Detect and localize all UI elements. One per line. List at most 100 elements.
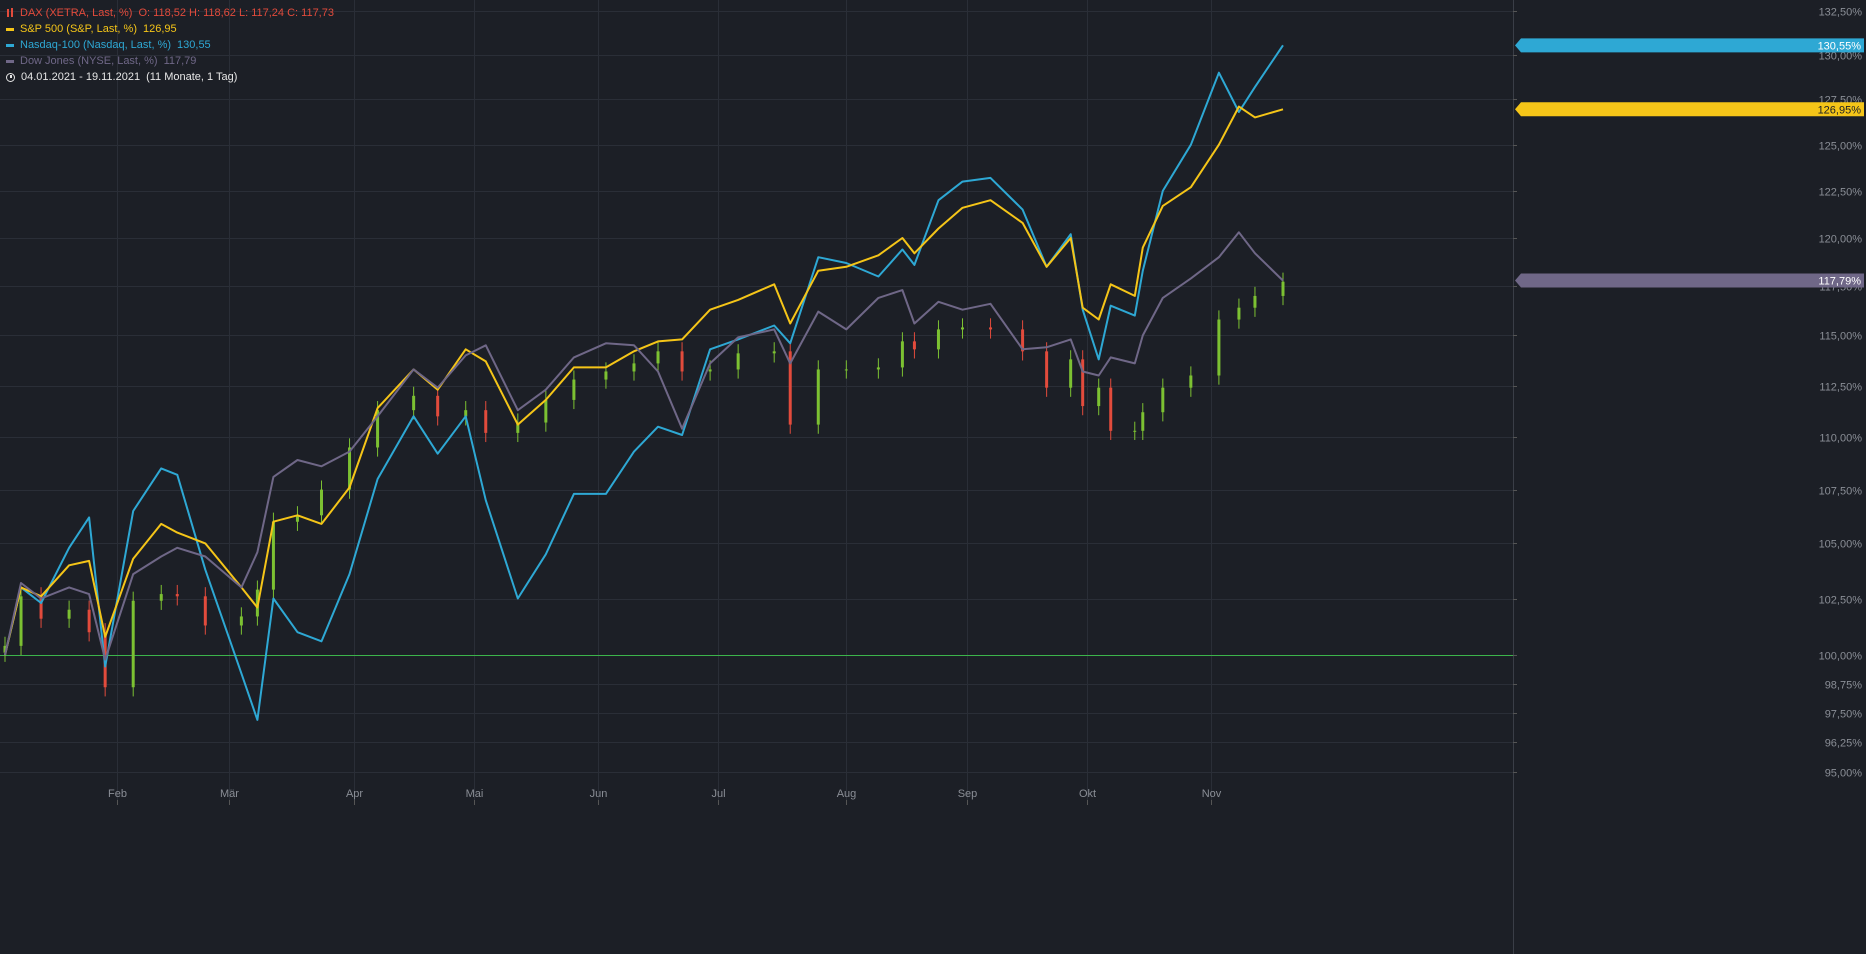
y-tick-label: 115,00%: [1819, 331, 1862, 343]
candle-body: [412, 395, 416, 411]
candlestick-icon: [6, 8, 14, 18]
candle-body: [736, 353, 740, 370]
legend-dax[interactable]: DAX (XETRA, Last, %) O: 118,52 H: 118,62…: [6, 5, 334, 21]
candle-body: [1281, 281, 1285, 296]
candle-body: [1069, 359, 1073, 388]
candle-body: [239, 616, 243, 626]
x-tick-label: Mär: [220, 788, 239, 800]
candle-body: [1189, 375, 1193, 388]
y-tick-label: 112,50%: [1819, 382, 1862, 394]
candle-body: [39, 596, 43, 619]
candle-body: [1253, 295, 1257, 308]
period-duration: (11 Monate, 1 Tag): [146, 71, 238, 83]
x-tick-label: Jun: [590, 788, 608, 800]
y-tick-label: 97,50%: [1825, 709, 1863, 721]
y-tick-label: 122,50%: [1819, 187, 1863, 199]
legend-nasdaq[interactable]: Nasdaq-100 (Nasdaq, Last, %) 130,55: [6, 37, 334, 53]
x-tick-label: Aug: [837, 788, 857, 800]
candle-body: [175, 594, 179, 597]
candle-body: [1109, 387, 1113, 431]
last-value-tags: 130,55% 126,95% 117,79%: [1515, 38, 1864, 288]
last-value-tag: [1515, 102, 1864, 117]
series-line-0: [4, 44, 1284, 721]
candle-body: [1161, 387, 1165, 413]
last-value-tag: [1515, 273, 1864, 288]
last-value-label: 117,79%: [1818, 276, 1861, 288]
candle-body: [87, 609, 91, 633]
candle-body: [484, 410, 488, 433]
x-tick-label: Nov: [1202, 788, 1222, 800]
candle-body: [1045, 351, 1049, 388]
y-tick-label: 107,50%: [1819, 486, 1863, 498]
candle-body: [604, 371, 608, 380]
grid: [0, 0, 1513, 800]
legend-dow[interactable]: Dow Jones (NYSE, Last, %) 117,79: [6, 53, 334, 69]
x-tick-label: Apr: [346, 788, 363, 800]
y-tick-label: 98,75%: [1825, 680, 1863, 692]
y-tick-label: 125,00%: [1819, 141, 1863, 153]
line-swatch-icon: [6, 43, 14, 47]
candle-body: [1133, 430, 1137, 432]
candle-body: [936, 329, 940, 350]
candle-body: [1097, 387, 1101, 407]
x-tick-label: Okt: [1079, 788, 1096, 800]
y-tick-label: 130,00%: [1819, 51, 1863, 63]
candle-body: [348, 447, 352, 490]
series-lines: [4, 44, 1284, 721]
y-tick-label: 96,25%: [1825, 738, 1863, 750]
candle-body: [960, 327, 964, 330]
candle-body: [708, 369, 712, 372]
legend-dow-name: Dow Jones (NYSE, Last, %): [20, 55, 158, 67]
candle-body: [436, 395, 440, 417]
candle-body: [1237, 307, 1241, 320]
y-tick-label: 110,00%: [1819, 433, 1862, 445]
candle-body: [464, 410, 468, 417]
candle-body: [295, 515, 299, 522]
candle-body: [989, 327, 993, 330]
series-line-2: [4, 231, 1284, 661]
candle-body: [67, 609, 71, 619]
candle-body: [319, 489, 323, 516]
candle-body: [1081, 359, 1085, 407]
clock-icon: [6, 72, 15, 82]
candle-body: [844, 369, 848, 371]
legend-dax-ohlc: O: 118,52 H: 118,62 L: 117,24 C: 117,73: [138, 7, 334, 19]
x-tick-label: Feb: [108, 788, 127, 800]
last-value-label: 126,95%: [1818, 104, 1862, 116]
candle-body: [772, 351, 776, 354]
candle-body: [876, 367, 880, 370]
dax-candles: [3, 272, 1285, 697]
candle-body: [516, 422, 520, 433]
candle-body: [3, 645, 7, 653]
line-swatch-icon: [6, 59, 14, 63]
last-value-label: 130,55%: [1818, 40, 1862, 52]
line-swatch-icon: [6, 27, 14, 31]
candle-body: [656, 351, 660, 364]
candle-body: [544, 399, 548, 423]
last-value-tag: [1515, 38, 1864, 53]
candle-body: [572, 379, 576, 400]
legend-sp500-value: 126,95: [143, 23, 177, 35]
legend-dax-name: DAX (XETRA, Last, %): [20, 7, 133, 19]
period-range: 04.01.2021 - 19.11.2021: [21, 71, 141, 83]
legend-nasdaq-value: 130,55: [177, 39, 211, 51]
y-tick-label: 132,50%: [1819, 7, 1863, 19]
legend-dow-value: 117,79: [163, 55, 197, 67]
candle-body: [1217, 319, 1221, 376]
x-tick-label: Sep: [958, 788, 978, 800]
y-tick-label: 95,00%: [1825, 768, 1863, 780]
candle-body: [1141, 412, 1145, 431]
candle-body: [131, 600, 135, 688]
legend-sp500[interactable]: S&P 500 (S&P, Last, %) 126,95: [6, 21, 334, 37]
legend-nasdaq-name: Nasdaq-100 (Nasdaq, Last, %): [20, 39, 172, 51]
legend-sp500-name: S&P 500 (S&P, Last, %): [20, 23, 137, 35]
candle-body: [680, 351, 684, 372]
candle-body: [203, 596, 207, 626]
candle-body: [816, 369, 820, 425]
x-tick-label: Mai: [466, 788, 484, 800]
candle-body: [159, 594, 163, 601]
legend: DAX (XETRA, Last, %) O: 118,52 H: 118,62…: [6, 5, 334, 85]
y-axis-panel: [1513, 0, 1866, 954]
candle-body: [376, 410, 380, 448]
